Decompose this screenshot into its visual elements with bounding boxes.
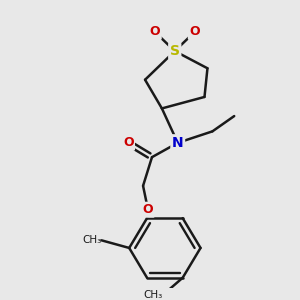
Text: CH₃: CH₃ — [82, 235, 101, 245]
Text: O: O — [123, 136, 134, 149]
Text: S: S — [170, 44, 180, 58]
Text: O: O — [143, 203, 153, 216]
Text: O: O — [189, 26, 200, 38]
Text: O: O — [150, 26, 160, 38]
Text: N: N — [172, 136, 184, 150]
Text: CH₃: CH₃ — [144, 290, 163, 300]
